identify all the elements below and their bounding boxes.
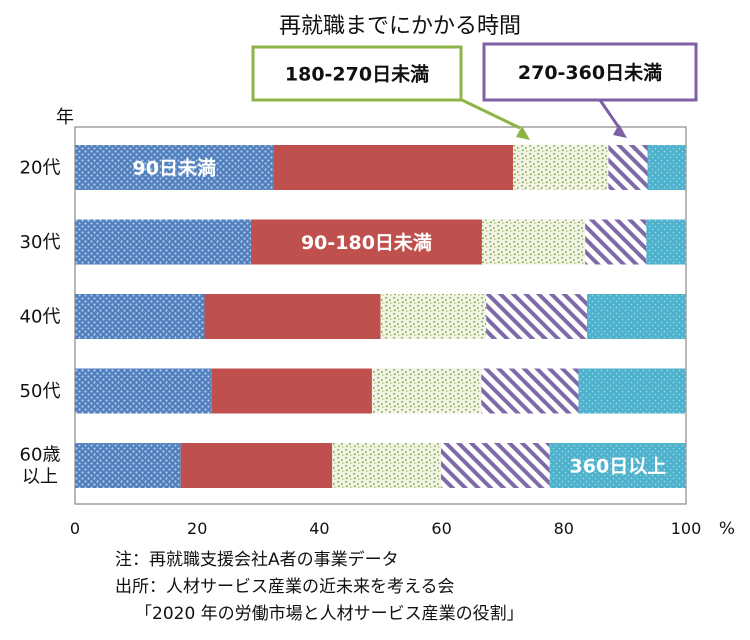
- bar-seg-2-cat-3: [204, 294, 381, 339]
- bar-seg-1-cat-3: [75, 294, 205, 339]
- callout-box-2: [482, 42, 698, 102]
- bar-seg-1-cat-2: [75, 219, 251, 265]
- x-tick-60: 60: [431, 519, 451, 538]
- bar-seg-4-cat-4: [481, 368, 579, 414]
- bar-seg-2-cat-2: [250, 219, 482, 265]
- category-label-2: 30代: [20, 232, 61, 253]
- inline-label-360: 360日以上: [570, 456, 667, 478]
- category-label-3: 40代: [20, 307, 61, 328]
- callout-leader-1: [461, 98, 521, 130]
- note-line-1: 注：再就職支援会社A者の事業データ: [115, 550, 399, 570]
- bar-seg-1-cat-5: [75, 443, 181, 488]
- bar-seg-3-cat-3: [380, 294, 487, 339]
- x-tick-20: 20: [187, 519, 207, 538]
- callout-box-1: [251, 45, 463, 102]
- y-axis-label: 年: [56, 107, 74, 128]
- chart-title: 再就職までにかかる時間: [279, 14, 521, 39]
- note-line-3: 「2020 年の労働市場と人材サービス産業の役割」: [135, 604, 524, 624]
- bar-seg-3-cat-4: [371, 368, 482, 414]
- bar-seg-4-cat-1: [608, 145, 648, 190]
- category-label-1: 20代: [20, 158, 61, 179]
- callout-label-270-360: 270-360日未満: [518, 61, 662, 84]
- callout-arrowhead-1: [516, 126, 530, 140]
- x-tick-100: 100: [671, 519, 702, 538]
- bar-seg-3-cat-1: [513, 145, 609, 190]
- bar-seg-5-cat-3: [587, 294, 686, 339]
- note-line-2: 出所：人材サービス産業の近未来を考える会: [115, 577, 455, 597]
- bar-seg-5-cat-4: [578, 368, 686, 414]
- bar-seg-4-cat-5: [440, 443, 550, 488]
- bar-seg-1-cat-1: [75, 145, 274, 190]
- bar-seg-5-cat-2: [646, 219, 686, 265]
- category-label-4: 50代: [20, 381, 61, 402]
- callout-label-180-270: 180-270日未満: [285, 63, 429, 86]
- x-axis-unit: %: [719, 519, 735, 539]
- bar-seg-3-cat-5: [332, 443, 441, 488]
- inline-label-90: 90日未満: [133, 157, 216, 180]
- bar-seg-5-cat-1: [647, 145, 686, 190]
- x-tick-0: 0: [70, 519, 80, 538]
- inline-label-90-180: 90-180日未満: [301, 231, 432, 254]
- category-label-5-line-2: 以上: [22, 467, 58, 488]
- callout-arrowhead-2: [613, 124, 627, 138]
- bar-seg-1-cat-4: [75, 368, 212, 414]
- x-tick-40: 40: [309, 519, 329, 538]
- x-tick-80: 80: [554, 519, 574, 538]
- bar-seg-3-cat-2: [481, 219, 586, 265]
- bar-seg-4-cat-3: [486, 294, 588, 339]
- bar-seg-4-cat-2: [585, 219, 647, 265]
- bar-seg-2-cat-1: [273, 145, 514, 190]
- bar-seg-2-cat-4: [211, 368, 372, 414]
- category-label-5-line-1: 60歳: [20, 445, 61, 466]
- bar-seg-5-cat-5: [549, 443, 686, 488]
- bar-seg-2-cat-5: [180, 443, 333, 488]
